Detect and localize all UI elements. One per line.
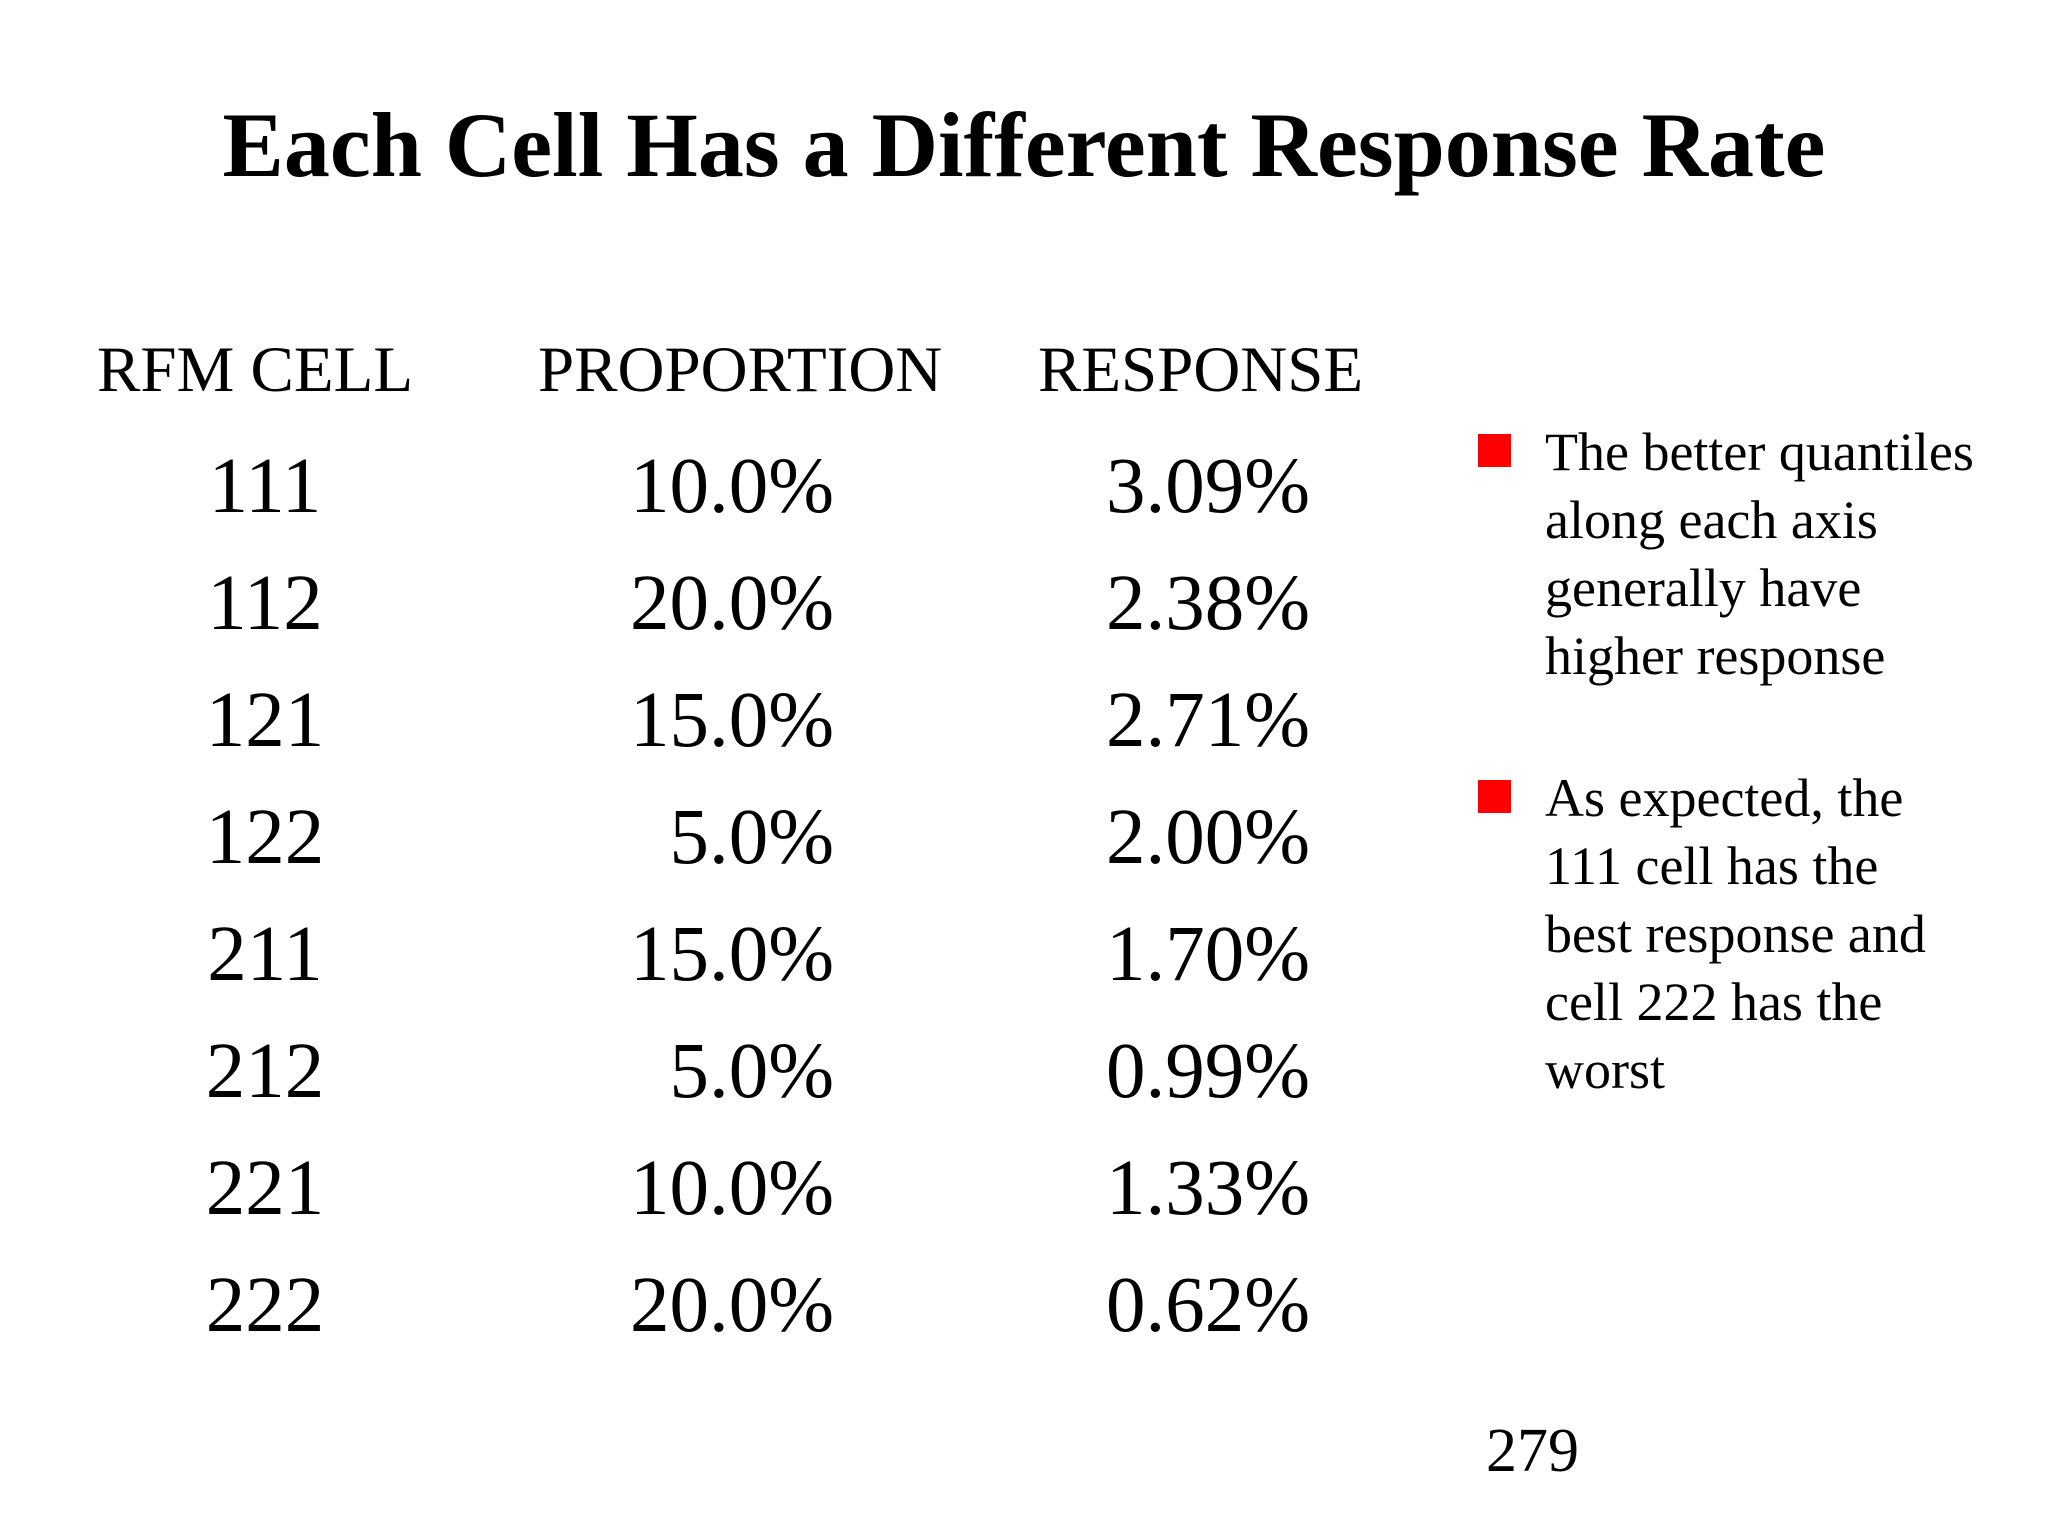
response-value: 0.62% — [1105, 1262, 1310, 1349]
bullet-text-line: cell 222 has the — [1545, 972, 1883, 1032]
table-row: 211 15.0% 1.70% — [0, 915, 1400, 1032]
proportion-value: 5.0% — [669, 1028, 834, 1115]
response-value: 1.33% — [1105, 1145, 1310, 1232]
bullet-list: The better quantiles along each axis gen… — [1478, 418, 2038, 1104]
bullet-text-line: generally have — [1545, 558, 1862, 618]
rfm-cell-value: 111 — [208, 443, 322, 530]
response-value: 2.38% — [1105, 560, 1310, 647]
proportion-value: 15.0% — [629, 911, 834, 998]
rfm-cell-value: 221 — [205, 1145, 325, 1232]
column-header-rfm-cell: RFM CELL — [97, 334, 414, 406]
response-value: 2.00% — [1105, 794, 1310, 881]
rfm-cell-value: 211 — [207, 911, 323, 998]
rfm-cell-value: 112 — [207, 560, 323, 647]
table-row: 212 5.0% 0.99% — [0, 1032, 1400, 1149]
response-value: 2.71% — [1105, 677, 1310, 764]
rfm-cell-value: 121 — [205, 677, 325, 764]
proportion-value: 5.0% — [669, 794, 834, 881]
bullet-item: The better quantiles along each axis gen… — [1478, 418, 2038, 690]
proportion-value: 15.0% — [629, 677, 834, 764]
column-header-response: RESPONSE — [1038, 334, 1364, 406]
table-row: 111 10.0% 3.09% — [0, 447, 1400, 564]
table-row: 221 10.0% 1.33% — [0, 1149, 1400, 1266]
page-number: 279 — [1486, 1417, 1579, 1485]
proportion-value: 20.0% — [629, 560, 834, 647]
response-value: 3.09% — [1105, 443, 1310, 530]
rfm-cell-value: 122 — [205, 794, 325, 881]
bullet-text-line: worst — [1545, 1040, 1665, 1100]
slide-title: Each Cell Has a Different Response Rate — [222, 94, 1826, 196]
bullet-text-line: along each axis — [1545, 490, 1878, 550]
red-square-bullet-icon — [1478, 780, 1511, 813]
red-square-bullet-icon — [1478, 434, 1511, 467]
bullet-text-line: higher response — [1545, 626, 1886, 686]
bullet-text-line: best response and — [1545, 904, 1926, 964]
response-value: 0.99% — [1105, 1028, 1310, 1115]
proportion-value: 10.0% — [629, 443, 834, 530]
table-row: 122 5.0% 2.00% — [0, 798, 1400, 915]
proportion-value: 20.0% — [629, 1262, 834, 1349]
column-header-proportion: PROPORTION — [538, 334, 943, 406]
rfm-cell-value: 212 — [205, 1028, 325, 1115]
rfm-table: 111 10.0% 3.09% 112 20.0% 2.38% 121 15.0… — [0, 447, 1400, 1383]
bullet-text-line: 111 cell has the — [1545, 836, 1879, 896]
rfm-cell-value: 222 — [205, 1262, 325, 1349]
proportion-value: 10.0% — [629, 1145, 834, 1232]
table-row: 222 20.0% 0.62% — [0, 1266, 1400, 1383]
bullet-text-line: The better quantiles — [1545, 422, 1974, 482]
bullet-text-line: As expected, the — [1545, 768, 1904, 828]
table-row: 121 15.0% 2.71% — [0, 681, 1400, 798]
table-row: 112 20.0% 2.38% — [0, 564, 1400, 681]
response-value: 1.70% — [1105, 911, 1310, 998]
bullet-item: As expected, the 111 cell has the best r… — [1478, 764, 2038, 1104]
